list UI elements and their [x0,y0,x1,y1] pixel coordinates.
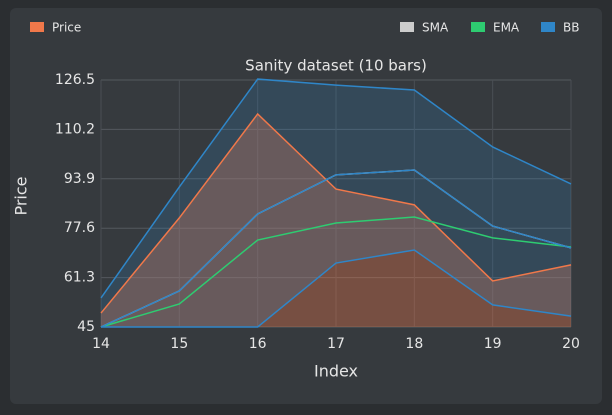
band-upper [100,78,572,299]
price-area [101,113,571,327]
x-tick-label: 16 [249,336,267,352]
x-tick-label: 19 [484,336,502,352]
legend-swatch [471,22,485,32]
y-tick-label: 45 [77,319,95,335]
chart-title: Sanity dataset (10 bars) [245,57,427,75]
band-area [101,79,571,328]
legend-label: SMA [422,21,449,35]
legend-swatch [541,22,555,32]
x-tick-label: 14 [92,336,110,352]
panel [10,8,602,404]
legend-label: Price [52,21,81,35]
x-tick-label: 20 [562,336,580,352]
band-middle [100,169,572,328]
x-axis-label: Index [314,362,358,381]
band-lower [101,249,572,328]
y-tick-label: 126.5 [55,72,95,88]
x-tick-label: 15 [170,336,188,352]
y-axis-label: Price [12,176,31,215]
legend-label: BB [563,21,579,35]
x-tick-label: 17 [327,336,345,352]
y-tick-label: 93.9 [64,171,95,187]
y-tick-label: 110.2 [55,121,95,137]
legend-swatch [30,22,44,32]
x-tick-label: 18 [405,336,423,352]
series-line [100,216,572,328]
y-tick-label: 77.6 [64,220,95,236]
series-line [100,112,572,314]
legend-swatch [400,22,414,32]
y-tick-label: 61.3 [64,270,95,286]
legend-label: EMA [493,21,520,35]
